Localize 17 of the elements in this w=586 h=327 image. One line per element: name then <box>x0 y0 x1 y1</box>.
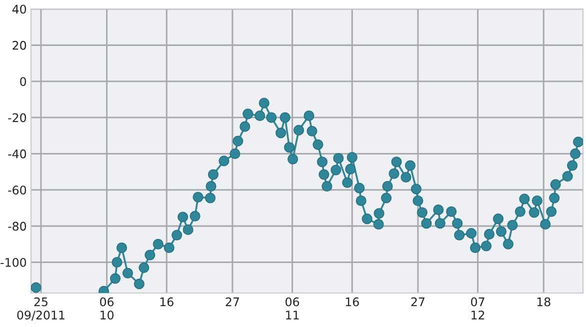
x-tick-label: 27 <box>226 297 239 306</box>
y-tick-label: -60 <box>8 186 26 195</box>
y-tick-label: -80 <box>8 222 26 231</box>
y-tick-label: -100 <box>0 258 26 267</box>
x-tick-label: 27 <box>411 297 424 306</box>
x-tick-label: 25 09/2011 <box>17 297 64 320</box>
x-tick-label: 06 11 <box>286 297 300 320</box>
x-tick-label: 07 12 <box>471 297 484 320</box>
y-tick-label: 0 <box>20 77 26 86</box>
x-tick-label: 16 <box>160 297 174 306</box>
y-tick-label: 40 <box>12 4 26 14</box>
y-tick-label: 20 <box>12 40 26 50</box>
x-tick-label: 18 <box>537 297 550 306</box>
x-tick-label: 16 <box>346 297 359 306</box>
y-tick-label: -20 <box>8 113 26 122</box>
y-tick-label: -40 <box>8 149 26 158</box>
x-tick-label: 06 10 <box>100 297 114 320</box>
